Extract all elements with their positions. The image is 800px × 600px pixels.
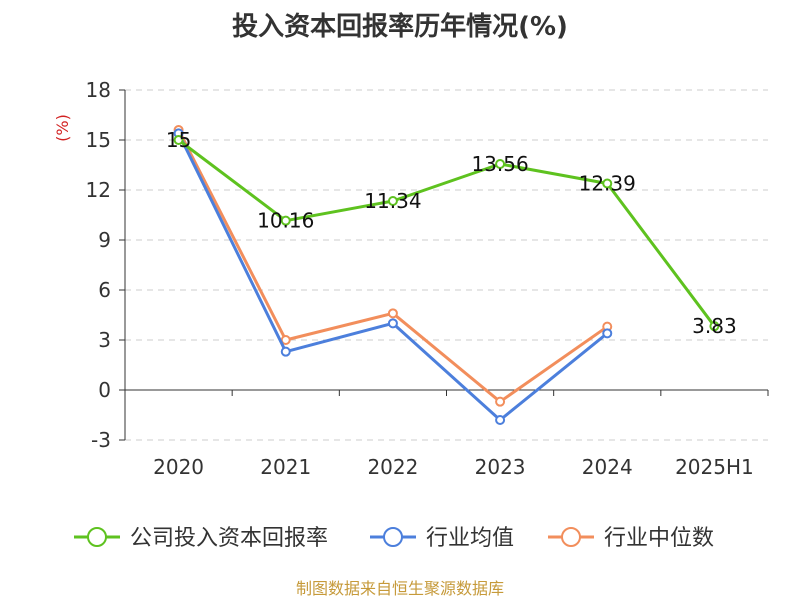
legend-marker xyxy=(561,527,581,547)
data-point xyxy=(495,415,506,425)
data-label: 3.83 xyxy=(692,314,737,338)
y-axis-unit-label: (%) xyxy=(53,114,72,142)
data-labels: 15 10.16 11.34 13.56 12.39 3.83 xyxy=(166,128,737,338)
x-tick-label: 2021 xyxy=(260,455,311,479)
grid-lines xyxy=(125,89,768,441)
x-tick-label: 2020 xyxy=(153,455,204,479)
x-tick-label: 2025H1 xyxy=(675,455,754,479)
source-footer: 制图数据来自恒生聚源数据库 xyxy=(295,579,504,598)
y-tick-label: 6 xyxy=(98,278,111,302)
data-point xyxy=(495,159,506,169)
y-tick-label: 0 xyxy=(98,378,111,402)
series-line xyxy=(177,132,609,422)
legend-marker xyxy=(87,527,107,547)
data-point xyxy=(709,321,720,332)
data-point xyxy=(387,308,398,319)
x-tick-labels: 2020 2021 2022 2023 2024 2025H1 xyxy=(153,455,754,479)
data-point xyxy=(602,328,613,339)
x-tick-label: 2023 xyxy=(475,455,526,479)
data-label: 10.16 xyxy=(257,209,314,233)
y-tick-label: 15 xyxy=(86,128,111,152)
y-tick-labels: 18 15 12 9 6 3 0 -3 xyxy=(86,78,111,452)
legend-label: 公司投入资本回报率 xyxy=(130,526,328,551)
data-point xyxy=(280,335,291,345)
data-point xyxy=(387,196,398,206)
legend-label: 行业中位数 xyxy=(604,526,714,551)
chart-title: 投入资本回报率历年情况(%) xyxy=(232,12,568,42)
y-tick-label: 3 xyxy=(98,328,111,352)
data-label: 11.34 xyxy=(364,189,421,213)
data-point xyxy=(602,178,613,189)
data-label: 13.56 xyxy=(471,152,528,176)
series-group xyxy=(173,125,720,425)
legend-label: 行业均值 xyxy=(426,526,514,551)
y-tick-label: 12 xyxy=(86,178,111,202)
y-tick-label: 18 xyxy=(86,78,111,102)
legend: 公司投入资本回报率 行业均值 行业中位数 xyxy=(74,526,714,551)
legend-marker xyxy=(383,527,403,547)
x-tick-label: 2024 xyxy=(582,455,633,479)
data-point xyxy=(280,215,291,226)
axes xyxy=(119,89,769,441)
y-tick-label: -3 xyxy=(91,428,111,452)
data-point xyxy=(173,135,184,145)
data-point xyxy=(387,318,398,329)
data-label: 12.39 xyxy=(579,172,636,196)
series-line xyxy=(177,138,716,328)
data-point xyxy=(280,346,291,357)
y-tick-label: 9 xyxy=(98,228,111,252)
x-tick-label: 2022 xyxy=(367,455,418,479)
data-label: 15 xyxy=(166,128,191,152)
data-point xyxy=(495,396,506,407)
